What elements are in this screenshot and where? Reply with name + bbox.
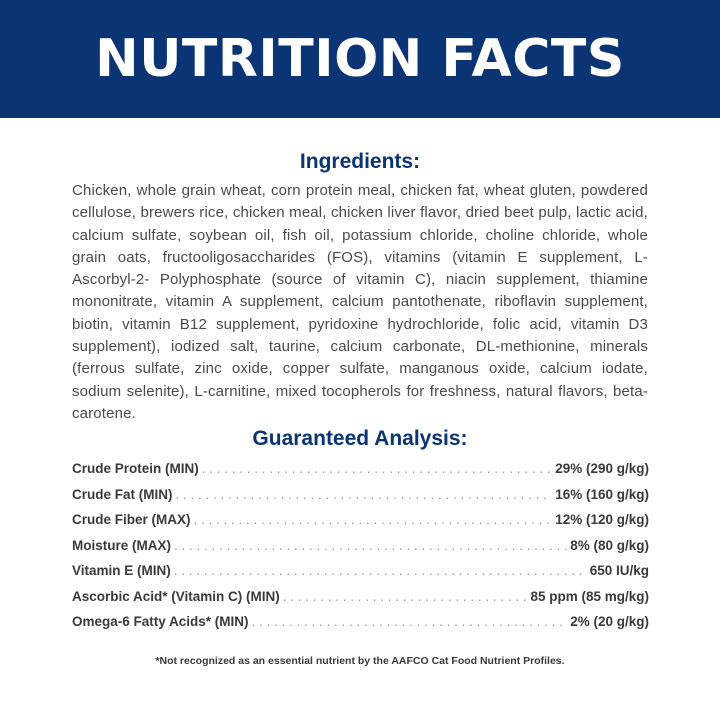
analysis-row: Ascorbic Acid* (Vitamin C) (MIN) 85 ppm (… [72, 589, 649, 615]
analysis-value: 16% (160 g/kg) [555, 486, 649, 502]
dot-leader [174, 538, 567, 553]
analysis-label: Crude Protein (MIN) [72, 461, 199, 476]
header-banner: NUTRITION FACTS [0, 0, 720, 118]
dot-leader [202, 461, 552, 476]
dot-leader [176, 487, 553, 502]
analysis-heading: Guaranteed Analysis: [252, 427, 468, 450]
dot-leader [252, 614, 568, 629]
analysis-row: Crude Protein (MIN) 29% (290 g/kg) [72, 461, 649, 487]
analysis-label: Moisture (MAX) [72, 537, 171, 553]
analysis-value: 2% (20 g/kg) [570, 614, 649, 629]
analysis-label: Crude Fat (MIN) [72, 486, 173, 502]
dot-leader [283, 589, 528, 604]
footnote: *Not recognized as an essential nutrient… [155, 655, 565, 667]
page-title: NUTRITION FACTS [95, 29, 625, 89]
analysis-row: Crude Fiber (MAX) 12% (120 g/kg) [72, 512, 649, 538]
analysis-value: 8% (80 g/kg) [570, 537, 649, 553]
analysis-row: Omega-6 Fatty Acids* (MIN) 2% (20 g/kg) [72, 614, 649, 640]
analysis-label: Crude Fiber (MAX) [72, 512, 191, 527]
analysis-row: Crude Fat (MIN) 16% (160 g/kg) [72, 487, 649, 513]
analysis-row: Vitamin E (MIN) 650 IU/kg [72, 563, 649, 589]
analysis-label: Omega-6 Fatty Acids* (MIN) [72, 614, 249, 629]
guaranteed-analysis-table: Crude Protein (MIN) 29% (290 g/kg) Crude … [72, 461, 649, 640]
ingredients-heading: Ingredients: [299, 150, 421, 173]
dot-leader [174, 563, 587, 578]
analysis-value: 29% (290 g/kg) [555, 461, 649, 476]
analysis-label: Ascorbic Acid* (Vitamin C) (MIN) [72, 588, 280, 604]
analysis-label: Vitamin E (MIN) [72, 563, 171, 578]
ingredients-text: Chicken, whole grain wheat, corn protein… [72, 182, 648, 422]
analysis-value: 650 IU/kg [589, 563, 649, 578]
analysis-row: Moisture (MAX) 8% (80 g/kg) [72, 538, 649, 564]
dot-leader [194, 512, 553, 527]
analysis-value: 85 ppm (85 mg/kg) [530, 588, 649, 604]
analysis-value: 12% (120 g/kg) [555, 512, 649, 527]
